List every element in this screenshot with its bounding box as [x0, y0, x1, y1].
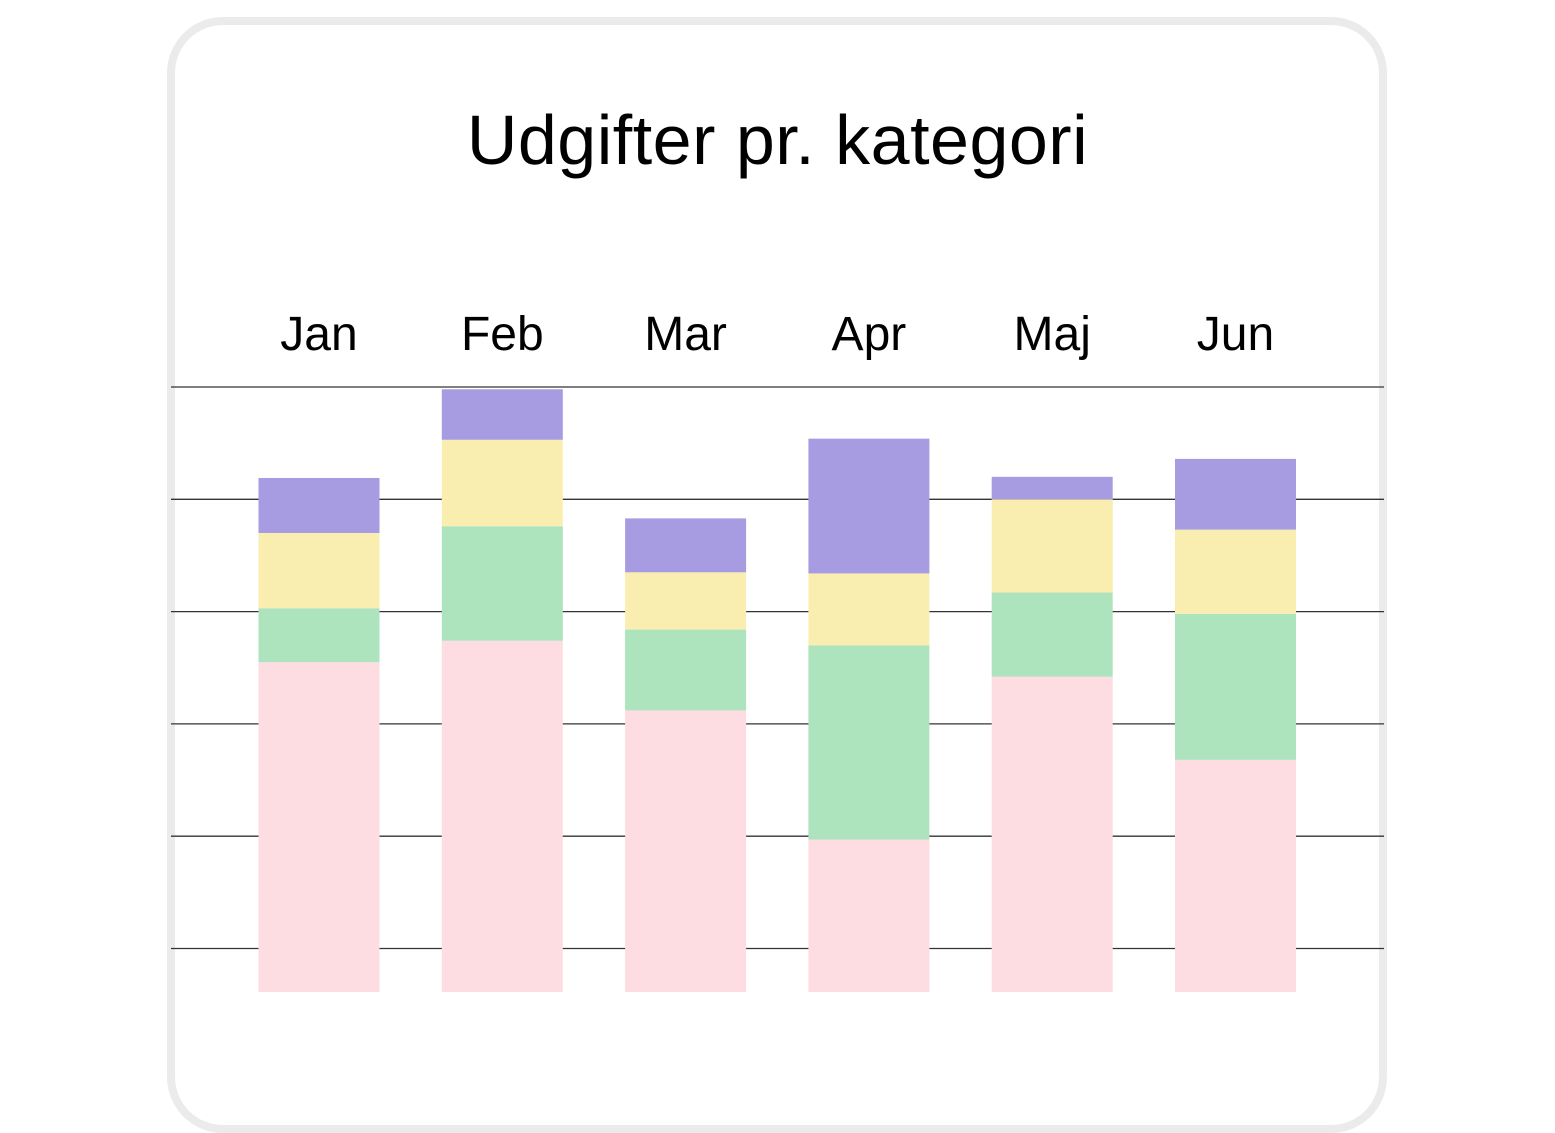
category-label-jan: Jan [280, 308, 357, 361]
chart-title: Udgifter pr. kategori [466, 101, 1089, 179]
bar-segment-apr-0 [808, 839, 930, 992]
bar-segment-jun-2 [1175, 529, 1296, 614]
bar-segment-mar-2 [625, 572, 747, 630]
bar-segment-jun-3 [1175, 458, 1296, 530]
category-label-apr: Apr [832, 308, 907, 361]
bar-segment-mar-3 [625, 518, 747, 573]
bar-segment-apr-1 [808, 645, 930, 840]
bar-segment-jun-1 [1175, 613, 1296, 760]
bar-segment-feb-2 [441, 439, 563, 527]
bar-segment-maj-0 [991, 676, 1113, 992]
bar-segment-jan-3 [258, 477, 380, 533]
stacked-bar-chart: Jan Feb Mar Apr Maj Jun [171, 308, 1384, 992]
bar-segment-maj-2 [991, 499, 1113, 593]
bar-segment-jun-0 [1175, 759, 1296, 992]
category-label-mar: Mar [644, 308, 727, 361]
bar-segment-feb-3 [441, 389, 563, 440]
bar-segment-jan-1 [258, 608, 380, 663]
bar-segment-feb-0 [441, 640, 563, 992]
category-label-feb: Feb [461, 308, 544, 361]
bar-segment-mar-1 [625, 629, 747, 711]
bar-segment-apr-2 [808, 573, 930, 646]
bar-segment-feb-1 [441, 526, 563, 641]
category-label-maj: Maj [1014, 308, 1091, 361]
bar-segment-jan-2 [258, 532, 380, 609]
bar-segment-apr-3 [808, 438, 930, 574]
bar-segment-mar-0 [625, 710, 747, 992]
category-label-jun: Jun [1197, 308, 1274, 361]
bar-segment-maj-3 [991, 476, 1113, 500]
bar-segment-maj-1 [991, 592, 1113, 677]
bar-segment-jan-0 [258, 662, 380, 992]
